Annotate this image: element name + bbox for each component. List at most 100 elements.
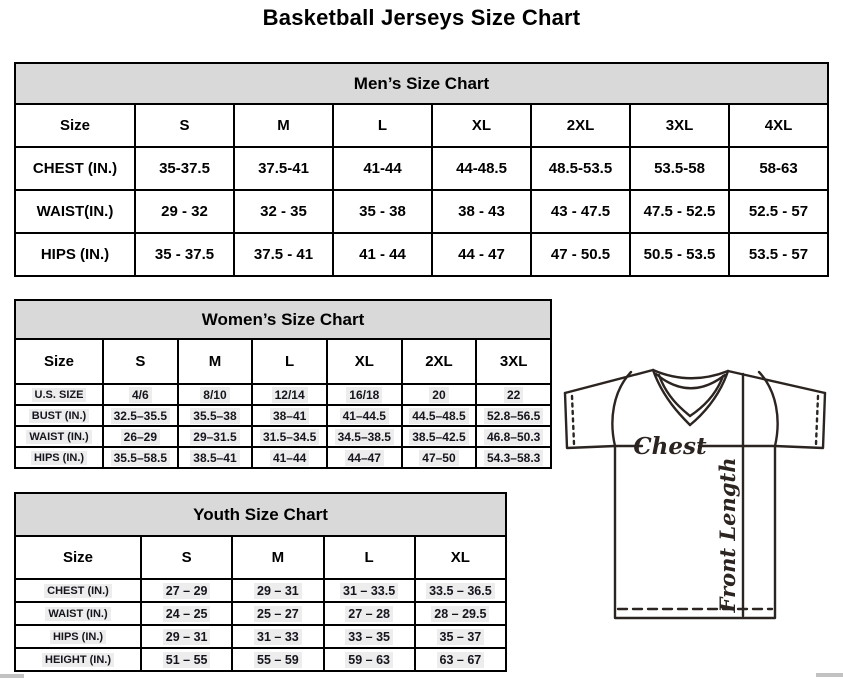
size-cell: 52.5 - 57 [728, 189, 829, 234]
size-cell: 38.5–41 [176, 446, 254, 469]
row-label: CHEST (IN.) [14, 578, 142, 603]
size-cell: 16/18 [325, 383, 403, 406]
row-label-text: WAIST (IN.) [45, 606, 111, 621]
size-cell: 35.5–38 [176, 404, 254, 427]
row-label: CHEST (IN.) [14, 146, 136, 191]
row-label: U.S. SIZE [14, 383, 104, 406]
size-cell: 52.8–56.5 [475, 404, 552, 427]
size-cell: 44 - 47 [431, 232, 532, 277]
column-header: S [134, 103, 235, 148]
column-header: L [332, 103, 433, 148]
size-cell: 53.5 - 57 [728, 232, 829, 277]
mens-table-title: Men’s Size Chart [14, 62, 829, 105]
column-header: Size [14, 535, 142, 580]
size-cell: 55 – 59 [231, 647, 325, 672]
size-cell: 47–50 [400, 446, 478, 469]
size-cell: 8/10 [176, 383, 254, 406]
row-label-text: BUST (IN.) [28, 408, 90, 423]
size-cell: 35-37.5 [134, 146, 235, 191]
youth-table-title: Youth Size Chart [14, 492, 507, 537]
size-cell: 44–47 [325, 446, 403, 469]
size-cell: 33.5 – 36.5 [413, 578, 508, 603]
size-cell: 58-63 [728, 146, 829, 191]
table-row: U.S. SIZE 4/6 8/10 12/14 16/18 20 22 [14, 383, 552, 406]
column-header: S [102, 338, 179, 385]
column-header: L [322, 535, 416, 580]
table-row: WAIST (IN.) 24 – 25 25 – 27 27 – 28 28 –… [14, 601, 508, 626]
size-cell: 29 – 31 [231, 578, 325, 603]
size-cell: 32 - 35 [233, 189, 334, 234]
size-cell: 31.5–34.5 [251, 425, 328, 448]
size-cell: 51 – 55 [139, 647, 234, 672]
table-row: CHEST (IN.) 35-37.5 37.5-41 41-44 44-48.… [14, 146, 829, 191]
table-row: HEIGHT (IN.) 51 – 55 55 – 59 59 – 63 63 … [14, 647, 508, 672]
row-label-text: CHEST (IN.) [44, 583, 112, 598]
size-cell: 63 – 67 [413, 647, 508, 672]
size-cell: 24 – 25 [139, 601, 234, 626]
size-cell: 35 - 38 [332, 189, 433, 234]
size-cell: 20 [400, 383, 478, 406]
size-cell: 35 - 37.5 [134, 232, 235, 277]
size-cell: 32.5–35.5 [102, 404, 179, 427]
row-label: HIPS (IN.) [14, 232, 136, 277]
size-cell: 12/14 [251, 383, 328, 406]
front-length-measure-label: Front Length [715, 458, 740, 614]
column-header: M [233, 103, 334, 148]
column-header: XL [431, 103, 532, 148]
column-header: 3XL [629, 103, 730, 148]
size-cell: 34.5–38.5 [325, 425, 403, 448]
table-row: HIPS (IN.) 35 - 37.5 37.5 - 41 41 - 44 4… [14, 232, 829, 277]
horizontal-scrollbar-fragment-left[interactable] [0, 674, 24, 678]
size-cell: 47.5 - 52.5 [629, 189, 730, 234]
column-header: XL [325, 338, 403, 385]
column-header: 2XL [400, 338, 478, 385]
column-header: M [176, 338, 254, 385]
column-header: 3XL [475, 338, 552, 385]
table-row: HIPS (IN.) 29 – 31 31 – 33 33 – 35 35 – … [14, 624, 508, 649]
womens-table-title: Women’s Size Chart [14, 299, 552, 340]
horizontal-scrollbar-fragment-right[interactable] [816, 673, 843, 677]
size-cell: 25 – 27 [231, 601, 325, 626]
chest-measure-label: Chest [633, 433, 707, 460]
size-cell: 37.5 - 41 [233, 232, 334, 277]
jersey-measurement-diagram: Chest Front Length [553, 358, 840, 670]
row-label: WAIST (IN.) [14, 601, 142, 626]
row-label-text: WAIST (IN.) [26, 429, 92, 444]
size-cell: 33 – 35 [322, 624, 416, 649]
size-cell: 27 – 29 [139, 578, 234, 603]
column-header: Size [14, 338, 104, 385]
column-header: M [231, 535, 325, 580]
size-cell: 28 – 29.5 [413, 601, 508, 626]
table-row: BUST (IN.) 32.5–35.5 35.5–38 38–41 41–44… [14, 404, 552, 427]
size-cell: 54.3–58.3 [475, 446, 552, 469]
size-cell: 53.5-58 [629, 146, 730, 191]
size-cell: 37.5-41 [233, 146, 334, 191]
column-header: XL [413, 535, 508, 580]
size-cell: 29 – 31 [139, 624, 234, 649]
row-label: WAIST (IN.) [14, 425, 104, 448]
row-label: HIPS (IN.) [14, 624, 142, 649]
size-cell: 44-48.5 [431, 146, 532, 191]
size-cell: 59 – 63 [322, 647, 416, 672]
size-cell: 38 - 43 [431, 189, 532, 234]
size-cell: 4/6 [102, 383, 179, 406]
size-cell: 29 - 32 [134, 189, 235, 234]
size-cell: 35 – 37 [413, 624, 508, 649]
size-cell: 38.5–42.5 [400, 425, 478, 448]
row-label-text: HIPS (IN.) [49, 629, 107, 644]
size-cell: 47 - 50.5 [530, 232, 631, 277]
womens-size-table: Women’s Size Chart Size S M L XL 2XL 3XL… [14, 299, 552, 469]
table-row: WAIST(IN.) 29 - 32 32 - 35 35 - 38 38 - … [14, 189, 829, 234]
column-header: Size [14, 103, 136, 148]
row-label-text: HEIGHT (IN.) [42, 652, 114, 667]
row-label: WAIST(IN.) [14, 189, 136, 234]
table-row: HIPS (IN.) 35.5–58.5 38.5–41 41–44 44–47… [14, 446, 552, 469]
size-cell: 41-44 [332, 146, 433, 191]
row-label-text: HIPS (IN.) [30, 450, 88, 465]
row-label: HEIGHT (IN.) [14, 647, 142, 672]
row-label-text: U.S. SIZE [31, 387, 87, 402]
row-label: HIPS (IN.) [14, 446, 104, 469]
size-cell: 46.8–50.3 [475, 425, 552, 448]
size-cell: 41 - 44 [332, 232, 433, 277]
size-cell: 41–44 [251, 446, 328, 469]
